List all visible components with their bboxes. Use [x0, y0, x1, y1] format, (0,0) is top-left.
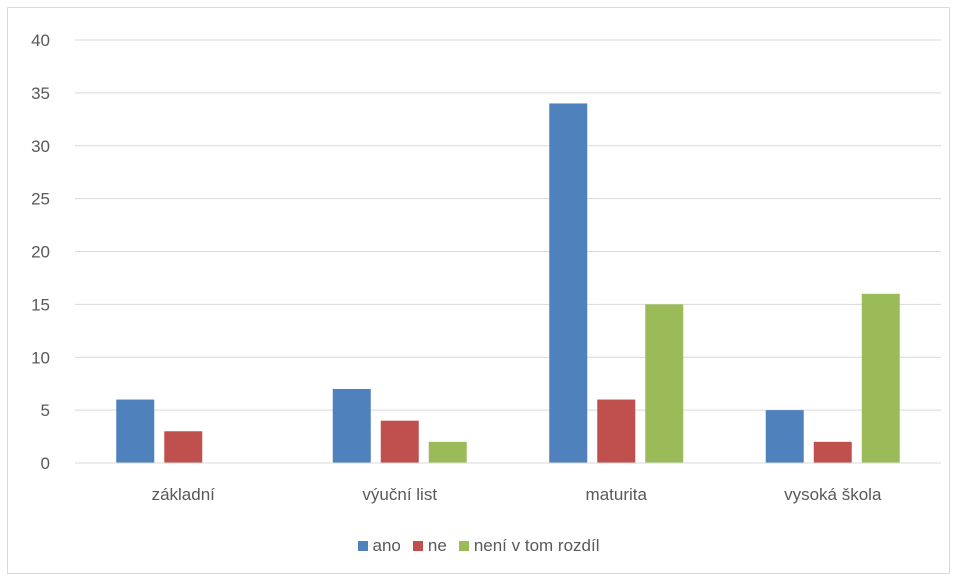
y-tick-label: 5 — [41, 401, 50, 420]
bar-ano-1 — [332, 388, 371, 463]
y-tick-label: 0 — [41, 454, 50, 473]
bar-není-v-tom-rozdíl-1 — [428, 441, 467, 463]
bar-ano-2 — [549, 103, 588, 463]
legend-label: není v tom rozdíl — [473, 536, 600, 555]
bar-ano-0 — [116, 399, 155, 463]
legend-swatch — [357, 541, 368, 551]
bar-ano-3 — [765, 410, 804, 463]
y-tick-label: 30 — [31, 137, 50, 156]
y-tick-label: 10 — [31, 348, 50, 367]
bar-ne-0 — [164, 431, 203, 463]
legend-label: ne — [427, 536, 447, 555]
x-category-label: vysoká škola — [784, 485, 882, 504]
y-tick-label: 40 — [31, 31, 50, 50]
bars — [75, 103, 941, 464]
legend-label: ano — [372, 536, 401, 555]
legend-swatch — [412, 541, 423, 551]
chart-frame — [7, 7, 950, 574]
x-axis-categories: základní výuční list maturita vysoká škola — [152, 485, 882, 504]
legend-item: není v tom rozdíl — [458, 536, 600, 556]
bar-ne-3 — [813, 441, 852, 463]
y-tick-label: 35 — [31, 84, 50, 103]
bar-ne-2 — [597, 399, 636, 463]
legend-item: ne — [412, 536, 447, 556]
bar-není-v-tom-rozdíl-2 — [645, 304, 684, 463]
y-axis-ticks: 0 5 10 15 20 25 30 35 40 — [31, 31, 50, 473]
legend: ano ne není v tom rozdíl — [0, 536, 957, 556]
y-tick-label: 15 — [31, 295, 50, 314]
legend-item: ano — [357, 536, 401, 556]
x-category-label: maturita — [586, 485, 648, 504]
legend-swatch — [458, 541, 469, 551]
x-category-label: výuční list — [362, 485, 437, 504]
y-tick-label: 25 — [31, 190, 50, 209]
y-tick-label: 20 — [31, 243, 50, 262]
x-category-label: základní — [152, 485, 216, 504]
bar-ne-1 — [380, 420, 419, 463]
gridlines — [75, 39, 941, 464]
bar-není-v-tom-rozdíl-3 — [861, 293, 900, 463]
